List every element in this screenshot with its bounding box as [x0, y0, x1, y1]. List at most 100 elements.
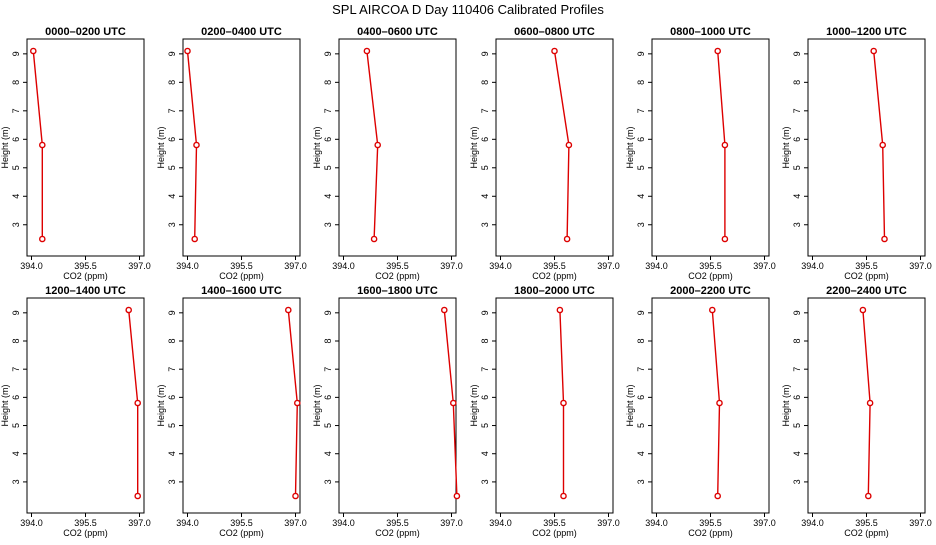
- y-tick-label: 3: [167, 222, 177, 227]
- y-tick-label: 9: [636, 51, 646, 56]
- profile-point: [556, 306, 564, 314]
- profile-point: [866, 399, 874, 407]
- y-tick-label: 5: [792, 165, 802, 170]
- profile-point: [39, 235, 46, 243]
- y-tick-label: 7: [11, 108, 21, 113]
- panel-title: 1400–1600 UTC: [201, 285, 282, 297]
- y-tick-label: 7: [323, 367, 333, 372]
- panel-title: 1000–1200 UTC: [826, 26, 907, 38]
- x-tick-label: 397.0: [128, 518, 151, 528]
- profile-point: [125, 306, 132, 314]
- y-tick-label: 5: [792, 423, 802, 428]
- x-tick-label: 394.0: [645, 261, 668, 271]
- y-tick-label: 9: [792, 310, 802, 315]
- y-tick-label: 8: [792, 338, 802, 343]
- y-tick-label: 9: [323, 310, 333, 315]
- plot-frame: [26, 297, 145, 514]
- y-tick-label: 8: [480, 338, 490, 343]
- y-tick-label: 7: [480, 108, 490, 113]
- x-tick-label: 395.5: [74, 518, 97, 528]
- x-axis-label: CO2 (ppm): [844, 528, 889, 538]
- y-axis-label: Height (m): [156, 384, 166, 426]
- y-tick-label: 5: [167, 165, 177, 170]
- x-tick-label: 397.0: [128, 261, 151, 271]
- x-axis-label: CO2 (ppm): [844, 271, 889, 281]
- profile-point: [193, 141, 200, 149]
- x-axis-label: CO2 (ppm): [63, 271, 108, 281]
- x-tick-label: 394.0: [176, 518, 199, 528]
- profile-point: [565, 141, 573, 149]
- x-axis-label: CO2 (ppm): [688, 528, 733, 538]
- profile-point: [881, 235, 888, 243]
- y-tick-label: 3: [11, 479, 21, 484]
- y-tick-label: 4: [480, 451, 490, 456]
- y-axis-label: Height (m): [312, 384, 322, 426]
- profile-point: [374, 141, 382, 149]
- x-tick-label: 397.0: [909, 518, 932, 528]
- y-tick-label: 8: [11, 338, 21, 343]
- y-tick-label: 5: [167, 423, 177, 428]
- x-tick-label: 394.0: [332, 518, 355, 528]
- x-tick-label: 394.0: [489, 518, 512, 528]
- y-tick-label: 6: [792, 137, 802, 142]
- x-tick-label: 395.5: [230, 261, 253, 271]
- y-tick-label: 4: [11, 194, 21, 199]
- x-tick-label: 397.0: [440, 518, 463, 528]
- x-tick-label: 394.0: [489, 261, 512, 271]
- x-tick-label: 397.0: [753, 518, 776, 528]
- y-tick-label: 4: [636, 194, 646, 199]
- x-tick-label: 394.0: [645, 518, 668, 528]
- y-tick-label: 6: [167, 395, 177, 400]
- plot-frame: [182, 38, 301, 257]
- x-tick-label: 394.0: [20, 518, 43, 528]
- y-axis-label: Height (m): [0, 126, 10, 168]
- profile-point: [551, 47, 558, 55]
- profile-point: [184, 47, 191, 55]
- y-axis-label: Height (m): [469, 126, 479, 168]
- y-tick-label: 7: [167, 367, 177, 372]
- y-tick-label: 5: [11, 165, 21, 170]
- y-tick-label: 7: [323, 108, 333, 113]
- y-tick-label: 4: [792, 451, 802, 456]
- y-tick-label: 5: [323, 423, 333, 428]
- x-axis-label: CO2 (ppm): [375, 528, 420, 538]
- y-axis-label: Height (m): [625, 384, 635, 426]
- x-axis-label: CO2 (ppm): [63, 528, 108, 538]
- panel-title: 0600–0800 UTC: [514, 26, 595, 38]
- profile-point: [191, 235, 198, 243]
- x-tick-label: 397.0: [284, 518, 307, 528]
- y-tick-label: 9: [11, 51, 21, 56]
- x-tick-label: 394.0: [332, 261, 355, 271]
- y-tick-label: 6: [11, 137, 21, 142]
- figure-title: SPL AIRCOA D Day 110406 Calibrated Profi…: [332, 2, 604, 17]
- x-tick-label: 395.5: [543, 518, 566, 528]
- y-axis-label: Height (m): [781, 384, 791, 426]
- y-tick-label: 8: [323, 80, 333, 85]
- y-tick-label: 5: [480, 165, 490, 170]
- panel-title: 0200–0400 UTC: [201, 26, 282, 38]
- y-tick-label: 4: [792, 194, 802, 199]
- x-axis-label: CO2 (ppm): [219, 271, 264, 281]
- y-tick-label: 9: [480, 51, 490, 56]
- y-tick-label: 4: [323, 194, 333, 199]
- x-tick-label: 395.5: [855, 518, 878, 528]
- y-tick-label: 6: [11, 395, 21, 400]
- profile-point: [449, 399, 457, 407]
- panel-title: 1800–2000 UTC: [514, 285, 595, 297]
- y-tick-label: 7: [480, 367, 490, 372]
- x-tick-label: 397.0: [440, 261, 463, 271]
- x-tick-label: 395.5: [74, 261, 97, 271]
- panel-title: 0000–0200 UTC: [45, 26, 126, 38]
- y-tick-label: 9: [167, 51, 177, 56]
- y-axis-label: Height (m): [781, 126, 791, 168]
- y-tick-label: 5: [323, 165, 333, 170]
- y-tick-label: 6: [323, 137, 333, 142]
- y-tick-label: 6: [636, 395, 646, 400]
- y-tick-label: 8: [167, 338, 177, 343]
- y-tick-label: 8: [480, 80, 490, 85]
- x-tick-label: 395.5: [699, 261, 722, 271]
- y-tick-label: 3: [167, 479, 177, 484]
- profile-point: [721, 235, 729, 243]
- y-tick-label: 3: [480, 479, 490, 484]
